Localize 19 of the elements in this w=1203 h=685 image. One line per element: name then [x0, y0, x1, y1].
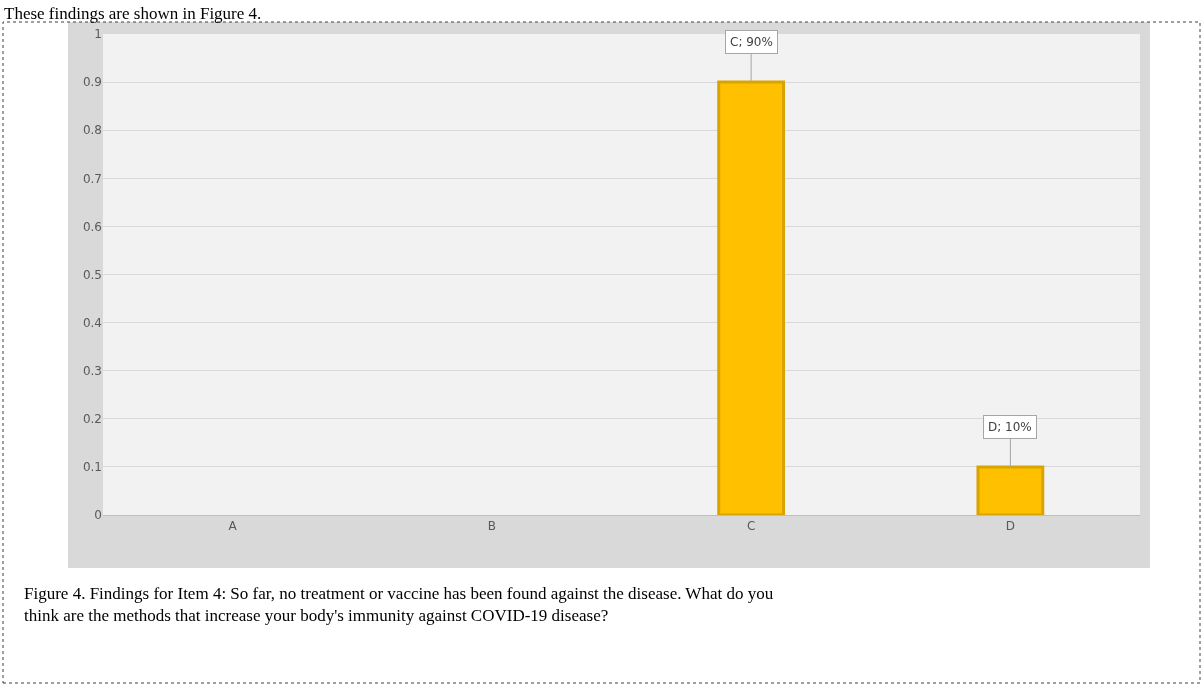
y-tick-label: 0.5: [82, 267, 102, 282]
y-tick-label: 0.3: [82, 363, 102, 378]
x-tick-label: B: [487, 519, 496, 534]
data-label: D; 10%: [988, 420, 1032, 434]
y-tick-label: 0.4: [82, 315, 102, 330]
y-tick-label: 0.6: [82, 219, 102, 234]
y-tick-label: 0: [94, 508, 102, 523]
x-tick-label: C: [746, 519, 756, 534]
caption: Figure 4. Findings for Item 4: So far, no treatment or vaccine has been found against the disease. What do you think are the methods that increase your body's immunity against COVID-19 disease?: [24, 584, 774, 626]
y-tick-label: 0.1: [82, 460, 102, 475]
x-tick-label: A: [228, 519, 238, 534]
text: These findings are shown in Figure 4.: [4, 4, 262, 23]
y-tick-label: 0.8: [82, 123, 102, 138]
data-label: C; 90%: [730, 35, 773, 49]
y-tick-label: 0.7: [82, 171, 102, 186]
y-tick-label: 0.9: [82, 75, 102, 90]
y-tick-label: 0.2: [82, 412, 102, 426]
x-tick-label: D: [1005, 519, 1016, 534]
y-tick-label: 1: [94, 27, 102, 42]
